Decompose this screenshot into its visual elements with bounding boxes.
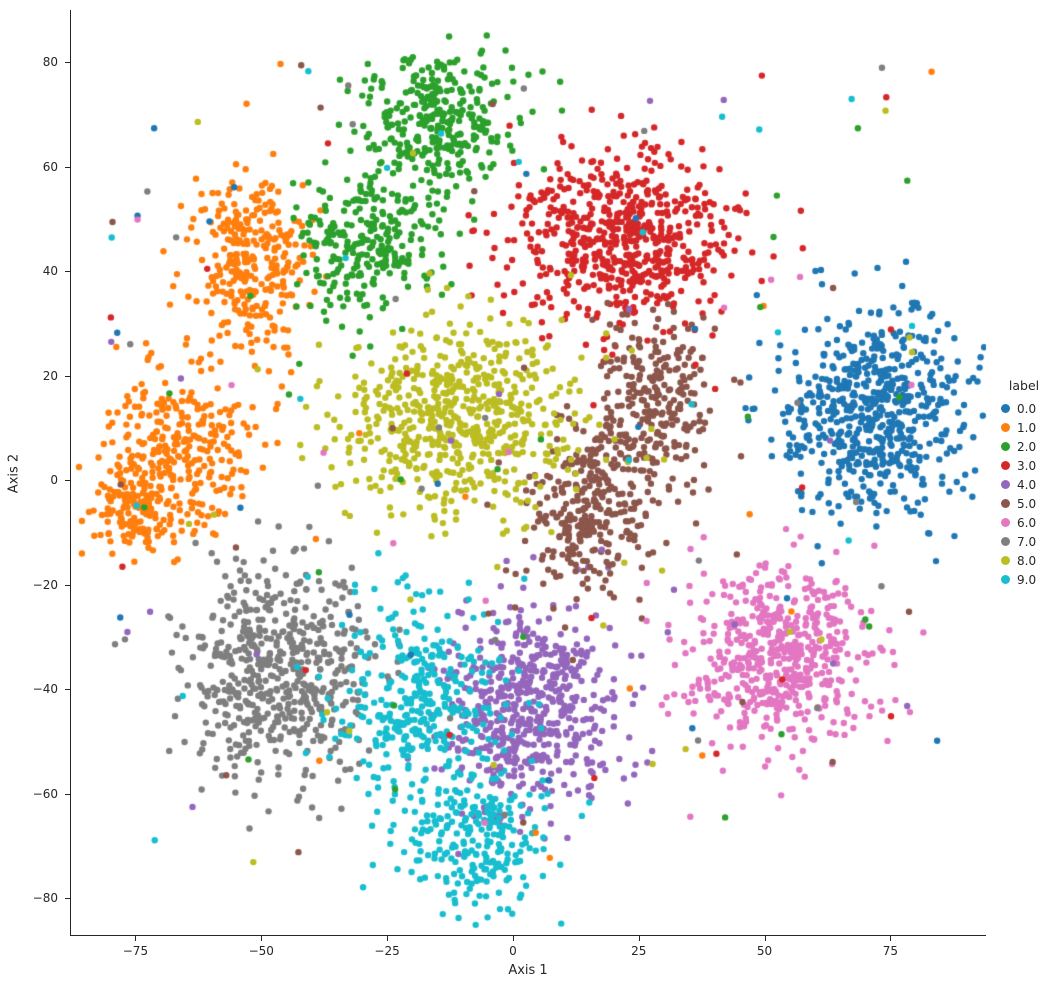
y-tick-label: 60 (42, 159, 58, 174)
legend-entry-label: 3.0 (1017, 458, 1037, 473)
legend-entry: 8.0 (998, 551, 1062, 570)
y-axis-label: Axis 2 (6, 453, 22, 494)
legend-marker-icon (1001, 423, 1010, 432)
legend-marker-icon (1001, 461, 1010, 470)
x-tick-mark (387, 936, 389, 941)
x-tick-mark (638, 936, 640, 941)
legend-marker-icon (1001, 404, 1010, 413)
x-tick-label: 25 (631, 944, 647, 958)
y-tick-mark (65, 271, 70, 273)
y-tick-mark (65, 898, 70, 900)
legend-title: label (1008, 378, 1040, 393)
y-tick-label: 80 (42, 55, 58, 70)
x-tick-mark (261, 936, 263, 941)
legend-entry: 7.0 (998, 532, 1062, 551)
x-tick-mark (512, 936, 514, 941)
y-tick-label: −40 (32, 682, 58, 697)
legend-entry-label: 2.0 (1017, 439, 1037, 454)
y-tick-label: 40 (42, 264, 58, 279)
x-tick-label: −25 (374, 944, 400, 958)
x-tick-label: 0 (509, 944, 517, 958)
y-axis-spine (70, 10, 71, 936)
x-tick-label: −75 (122, 944, 149, 958)
y-tick-label: −20 (32, 577, 58, 592)
legend-marker-icon (1001, 575, 1010, 584)
legend-entries: 0.0 1.0 2.0 3.0 4.0 5.0 6.0 7.0 8.0 9.0 (998, 399, 1062, 589)
legend-entry: 3.0 (998, 456, 1062, 475)
y-tick-mark (65, 375, 70, 377)
y-tick-mark (65, 793, 70, 795)
y-tick-label: 20 (42, 368, 58, 383)
x-tick-label: 75 (882, 944, 898, 958)
legend-entry: 1.0 (998, 418, 1062, 437)
legend-entry-label: 0.0 (1017, 401, 1037, 416)
x-axis-spine (70, 935, 986, 936)
legend-entry-label: 9.0 (1017, 572, 1037, 587)
legend-marker-icon (1001, 556, 1010, 565)
y-tick-label: 0 (50, 473, 58, 488)
x-tick-mark (135, 936, 137, 941)
legend-entry: 6.0 (998, 513, 1062, 532)
legend-marker-icon (1001, 480, 1010, 489)
legend-entry: 0.0 (998, 399, 1062, 418)
legend-marker-icon (1001, 537, 1010, 546)
legend-entry-label: 8.0 (1017, 553, 1037, 568)
y-tick-mark (65, 62, 70, 64)
y-tick-mark (65, 166, 70, 168)
legend-marker-icon (1001, 499, 1010, 508)
legend-entry: 5.0 (998, 494, 1062, 513)
x-tick-label: −50 (248, 944, 274, 958)
y-tick-mark (65, 584, 70, 586)
y-tick-mark (65, 689, 70, 691)
legend-entry-label: 7.0 (1017, 534, 1037, 549)
x-axis-label: Axis 1 (508, 963, 548, 978)
legend-marker-icon (1001, 442, 1010, 451)
y-tick-label: −80 (32, 891, 58, 906)
legend-entry: 2.0 (998, 437, 1062, 456)
legend-entry: 9.0 (998, 570, 1062, 589)
legend-entry: 4.0 (998, 475, 1062, 494)
legend-entry-label: 5.0 (1017, 496, 1037, 511)
y-tick-label: −60 (32, 786, 58, 801)
legend-entry-label: 4.0 (1017, 477, 1037, 492)
legend: label 0.0 1.0 2.0 3.0 4.0 5.0 6.0 7.0 8.0 9.0 (998, 378, 1062, 589)
x-tick-mark (890, 936, 892, 941)
legend-entry-label: 1.0 (1017, 420, 1037, 435)
x-tick-mark (764, 936, 766, 941)
legend-marker-icon (1001, 518, 1010, 527)
legend-entry-label: 6.0 (1017, 515, 1037, 530)
y-tick-mark (65, 480, 70, 482)
x-tick-label: 50 (756, 944, 773, 958)
